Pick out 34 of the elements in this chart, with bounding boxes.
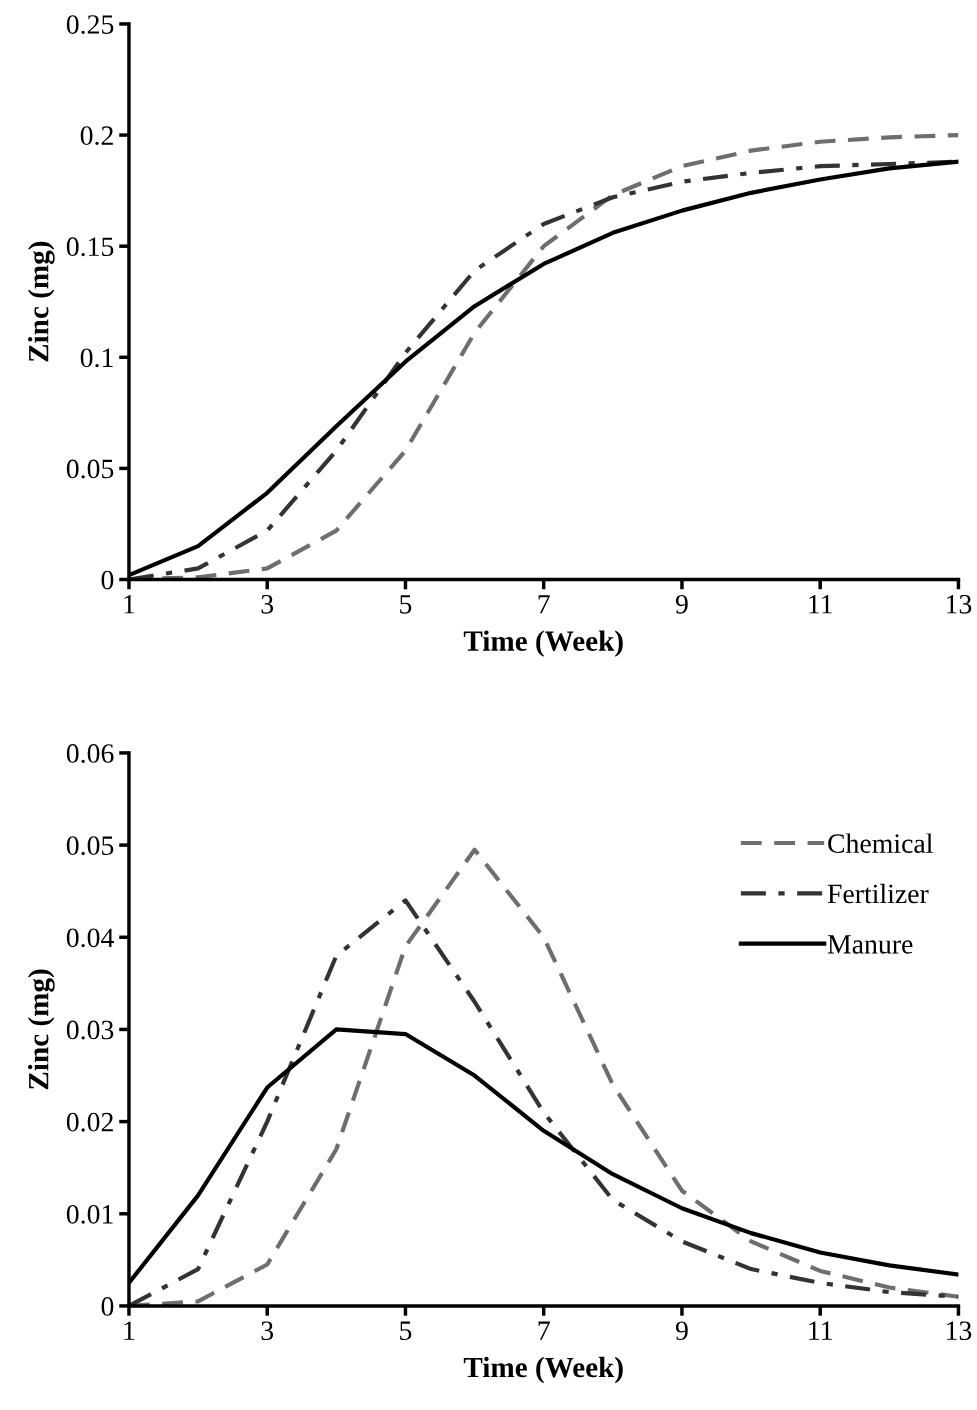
y-tick-label: 0.2 bbox=[80, 126, 113, 146]
y-tick-label: 0.01 bbox=[66, 1204, 113, 1224]
y-tick-label: 0.02 bbox=[66, 1112, 113, 1132]
y-axis-title: Zinc (mg) bbox=[27, 241, 55, 362]
x-tick-label: 1 bbox=[124, 595, 135, 614]
x-tick-label: 9 bbox=[675, 594, 688, 614]
x-tick-label: 11 bbox=[809, 595, 832, 614]
y-tick-label: 0.15 bbox=[66, 237, 114, 257]
x-axis-title: Time (Week) bbox=[463, 1356, 623, 1384]
y-tick-label: 0.05 bbox=[66, 459, 114, 479]
x-tick-label: 13 bbox=[946, 1321, 972, 1341]
legend-label: Fertilizer bbox=[827, 883, 929, 904]
x-tick-label: 5 bbox=[400, 595, 412, 614]
y-axis-title: Zinc (mg) bbox=[27, 969, 55, 1090]
x-tick-label: 1 bbox=[124, 1321, 135, 1340]
legend-label: Manure bbox=[827, 935, 913, 954]
y-tick-label: 0 bbox=[101, 570, 114, 590]
y-tick-label: 0 bbox=[101, 1297, 114, 1316]
y-tick-label: 0.03 bbox=[66, 1020, 114, 1040]
y-tick-label: 0.1 bbox=[80, 348, 113, 368]
x-axis-title: Time (Week) bbox=[463, 630, 623, 657]
x-tick-label: 3 bbox=[261, 1321, 274, 1341]
y-tick-label: 0.25 bbox=[66, 15, 114, 34]
x-tick-label: 9 bbox=[675, 1321, 688, 1341]
x-tick-label: 11 bbox=[809, 1321, 832, 1340]
x-tick-label: 13 bbox=[946, 594, 972, 614]
y-tick-label: 0.05 bbox=[66, 836, 114, 856]
x-tick-label: 3 bbox=[261, 594, 274, 614]
y-tick-label: 0.06 bbox=[66, 744, 114, 763]
x-tick-label: 7 bbox=[538, 595, 550, 614]
x-tick-label: 5 bbox=[400, 1321, 412, 1341]
y-tick-label: 0.04 bbox=[66, 928, 114, 948]
x-tick-label: 7 bbox=[538, 1321, 550, 1340]
legend-label: Chemical bbox=[828, 833, 933, 853]
